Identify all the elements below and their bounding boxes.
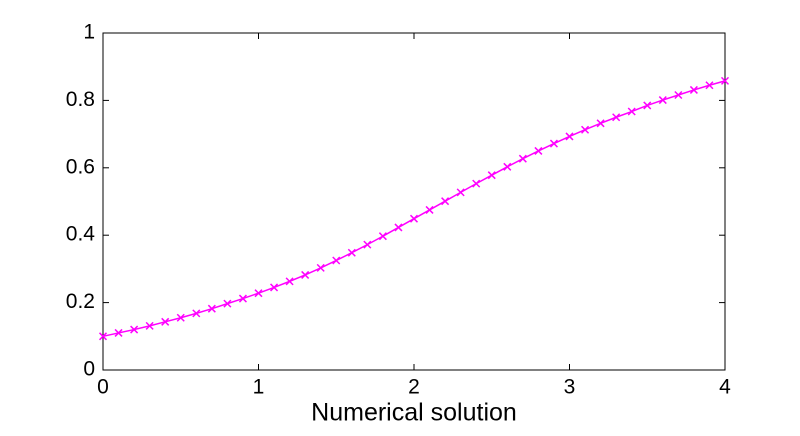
data-marker <box>425 205 434 214</box>
data-marker <box>581 125 590 134</box>
data-marker <box>503 162 512 171</box>
y-tick-label: 0 <box>83 358 95 381</box>
data-marker <box>720 76 730 85</box>
x-tick-label: 0 <box>97 376 109 399</box>
data-marker <box>394 223 403 232</box>
data-marker <box>285 277 294 286</box>
data-marker <box>378 232 387 241</box>
data-marker <box>549 139 558 148</box>
data-marker <box>207 304 216 313</box>
data-marker <box>658 96 667 105</box>
data-marker <box>114 328 123 337</box>
data-marker <box>518 154 527 163</box>
data-marker <box>223 299 232 308</box>
data-marker <box>409 214 419 223</box>
data-marker <box>161 317 170 326</box>
data-marker <box>674 90 683 100</box>
data-marker <box>98 332 108 341</box>
x-tick-label: 3 <box>564 376 576 399</box>
data-marker <box>472 179 481 188</box>
y-tick-label: 0.2 <box>66 290 95 313</box>
y-tick-label: 0.8 <box>66 88 95 111</box>
data-marker <box>192 309 201 318</box>
x-tick-label: 1 <box>253 376 265 399</box>
data-marker <box>534 146 543 155</box>
data-marker <box>363 240 372 249</box>
y-tick-label: 1 <box>83 21 95 44</box>
data-marker <box>441 197 450 206</box>
data-marker <box>238 294 247 303</box>
data-marker <box>130 325 139 334</box>
x-tick-label: 2 <box>408 376 420 399</box>
y-tick-label: 0.4 <box>66 223 96 246</box>
y-tick-label: 0.6 <box>66 155 95 178</box>
data-marker <box>176 313 185 322</box>
data-marker <box>689 85 698 94</box>
x-tick-label: 4 <box>719 376 731 399</box>
data-marker <box>332 256 341 265</box>
data-marker <box>254 289 263 298</box>
data-marker <box>301 270 310 279</box>
plot-box <box>102 32 726 371</box>
data-marker <box>487 171 496 180</box>
data-marker <box>612 113 621 122</box>
x-axis-label: Numerical solution <box>311 399 517 427</box>
data-marker <box>347 248 356 257</box>
data-marker <box>456 188 465 197</box>
data-marker <box>643 101 652 110</box>
data-marker <box>596 119 605 128</box>
data-marker <box>270 283 279 292</box>
data-marker <box>145 321 154 330</box>
data-marker <box>705 81 714 90</box>
data-marker <box>565 132 574 141</box>
data-marker <box>627 107 636 116</box>
data-marker <box>316 263 325 272</box>
